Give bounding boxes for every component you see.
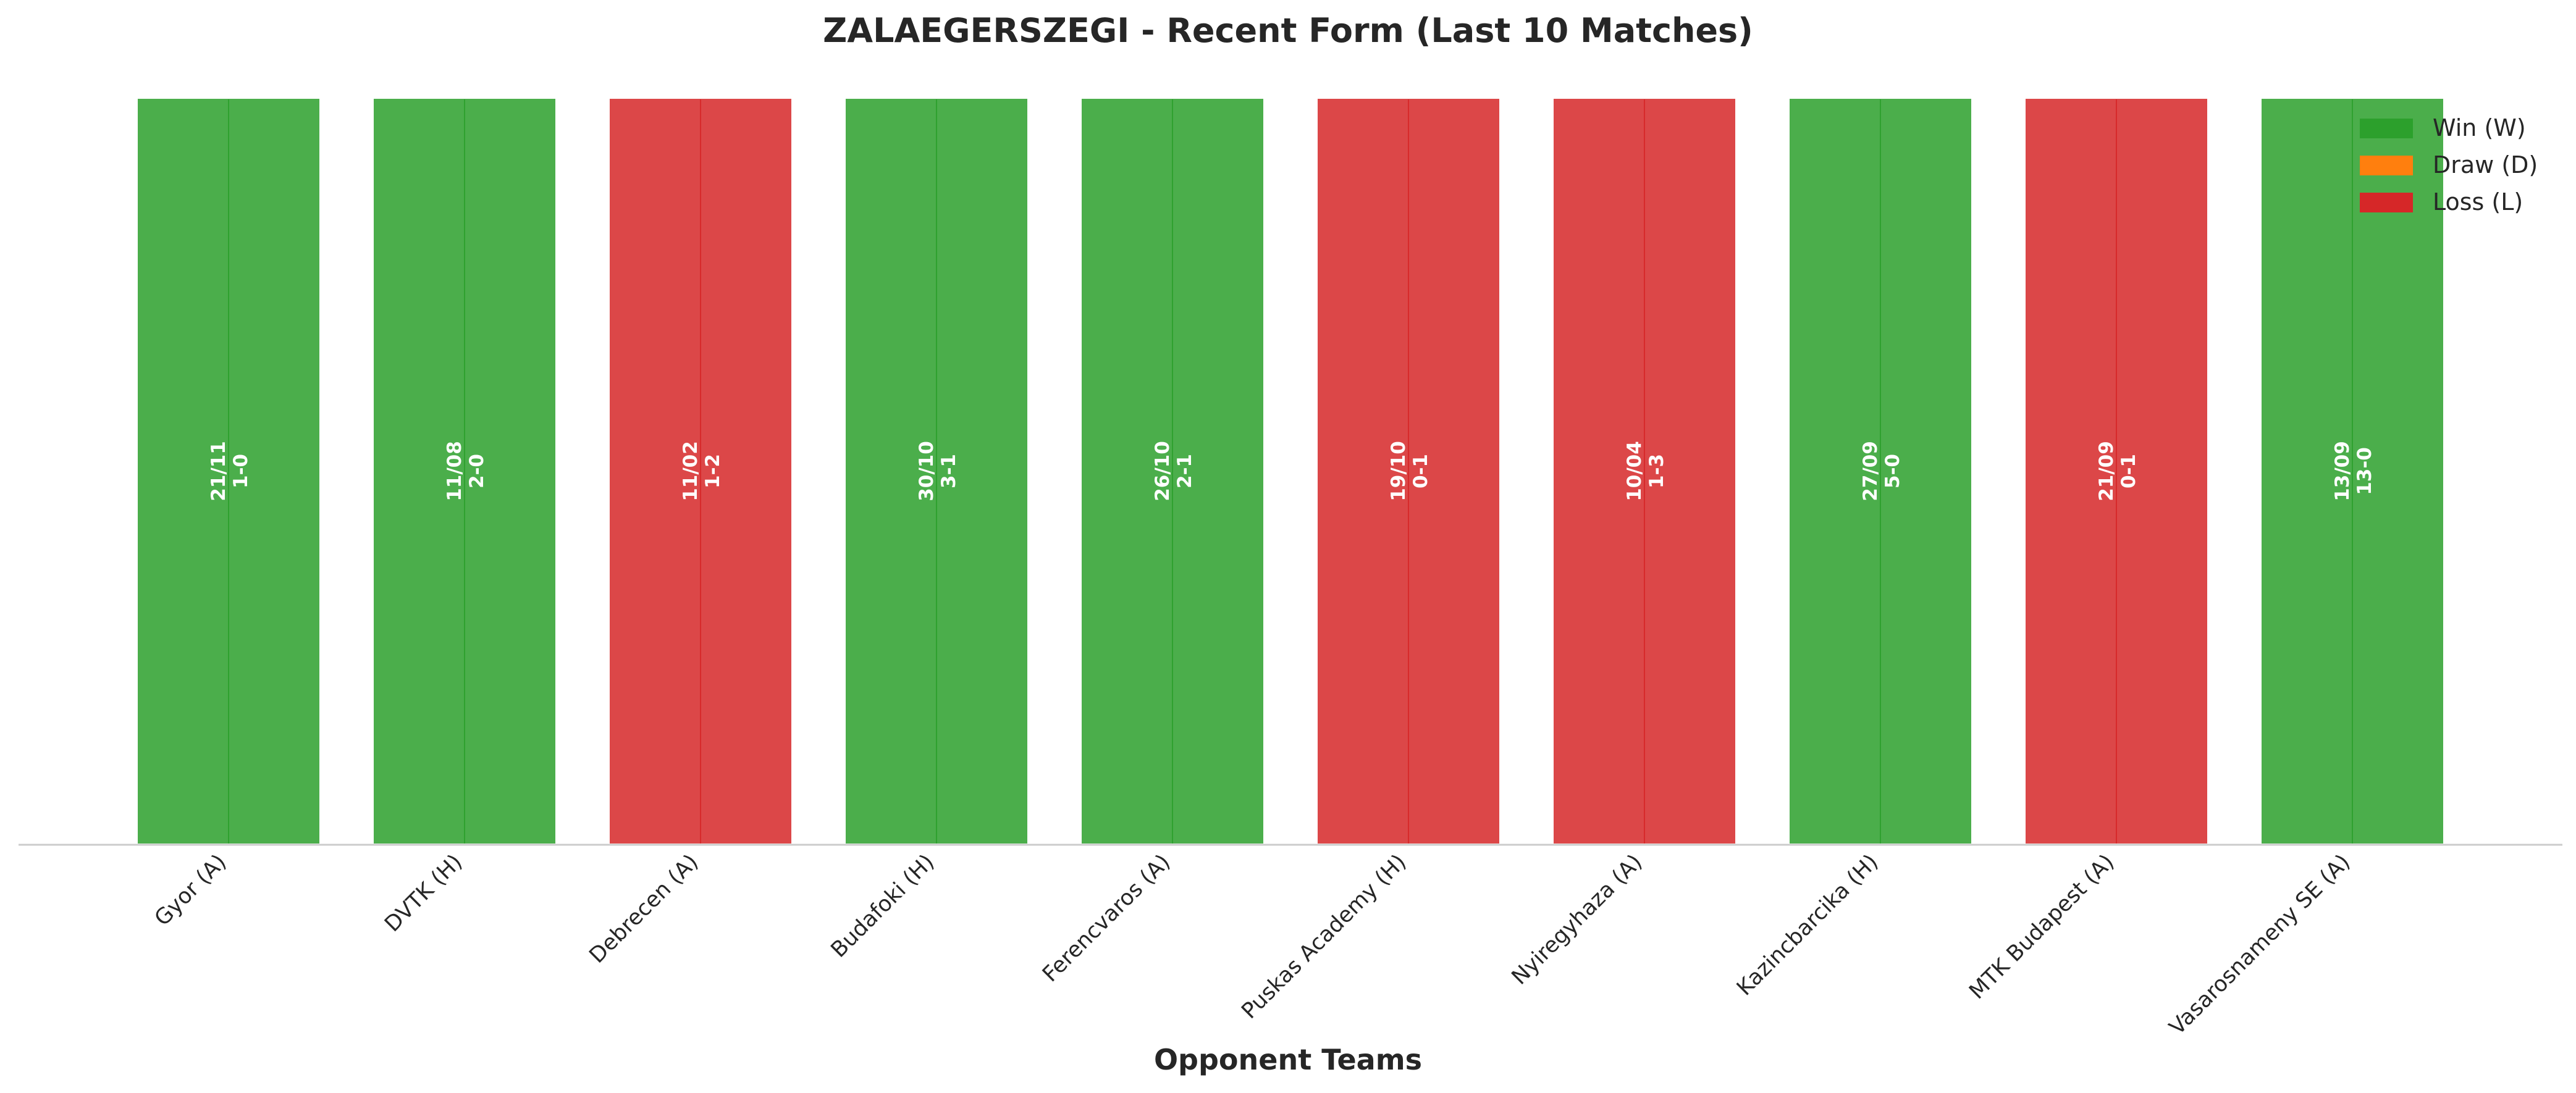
x-tick-label: Puskas Academy (H)	[1237, 850, 1411, 1024]
bar-data-label: 30/103-1	[915, 441, 960, 501]
x-tick-label: Debrecen (A)	[585, 850, 704, 968]
x-tick-label: Budafoki (H)	[827, 850, 940, 963]
bar-data-label: 21/090-1	[2095, 441, 2140, 501]
bar-data-label: 11/021-2	[680, 441, 724, 501]
bar-data-label: 10/041-3	[1623, 441, 1668, 501]
bar-data-label: 21/111-0	[208, 441, 252, 501]
x-axis-label: Opponent Teams	[1154, 1043, 1422, 1076]
legend-swatch-d	[2360, 156, 2413, 175]
legend-label-l: Loss (L)	[2433, 188, 2523, 216]
x-tick-label: MTK Budapest (A)	[1964, 850, 2119, 1004]
bars-group: 21/111-0 11/082-0 11/021-2 30/103-1 26/102-1…	[135, 96, 2446, 846]
x-tick-label: DVTK (H)	[380, 850, 467, 937]
x-tick-label: Ferencvaros (A)	[1038, 850, 1175, 987]
legend-label-d: Draw (D)	[2433, 151, 2538, 178]
x-tick-label: Kazincbarcika (H)	[1732, 850, 1883, 1000]
legend: Win (W) Draw (D) Loss (L)	[2360, 114, 2538, 216]
bar-data-label: 26/102-1	[1151, 441, 1196, 501]
legend-swatch-w	[2360, 119, 2413, 138]
bar-data-label: 13/0913-0	[2331, 441, 2376, 501]
x-tick-labels: Gyor (A) DVTK (H) Debrecen (A) Budafoki (H)…	[150, 850, 2355, 1040]
bar-data-label: 19/100-1	[1387, 441, 1432, 501]
bar-data-label: 27/095-0	[1859, 441, 1904, 501]
legend-swatch-l	[2360, 193, 2413, 212]
legend-label-w: Win (W)	[2433, 114, 2526, 141]
x-tick-label: Nyiregyhaza (A)	[1507, 850, 1648, 990]
chart-title: ZALAEGERSZEGI - Recent Form (Last 10 Mat…	[823, 11, 1753, 50]
x-tick-label: Gyor (A)	[150, 850, 232, 931]
x-tick-label: Vasarosnameny SE (A)	[2165, 850, 2355, 1040]
bar-data-label: 11/082-0	[444, 441, 488, 501]
